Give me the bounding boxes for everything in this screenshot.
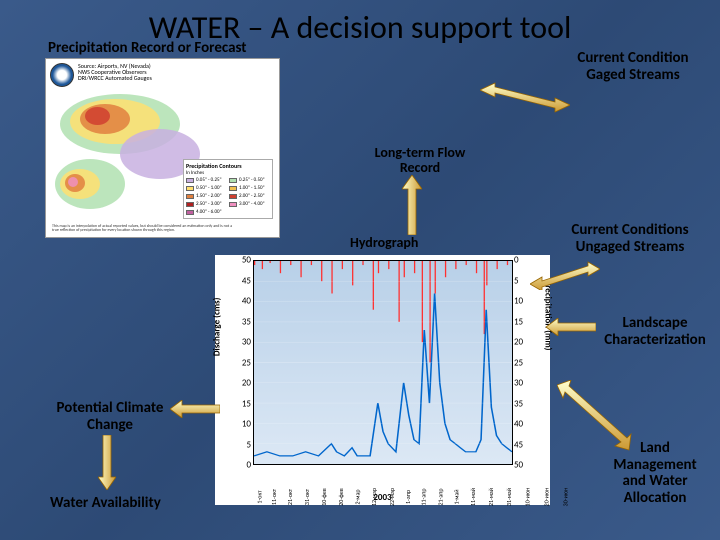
chart-year: 2003: [373, 492, 391, 503]
arrow-left-icon: [170, 400, 220, 418]
x-tick-label: 1-май: [453, 489, 461, 504]
x-tick-label: 2-мар: [353, 490, 361, 505]
arrow-up-icon: [402, 175, 422, 235]
arrow-down-icon: [98, 435, 116, 490]
tick-label: 15: [514, 316, 528, 327]
tick-label: 20: [514, 337, 528, 348]
map-legend: Precipitation Contours In Inches 0.05" -…: [183, 159, 273, 219]
tick-label: 25: [514, 357, 528, 368]
chart-svg: [254, 261, 512, 464]
tick-label: 35: [237, 316, 251, 327]
x-tick-label: 20-июн: [542, 488, 550, 507]
legend-entry: 2.00" - 2.50": [229, 193, 270, 199]
label-long-term-flow: Long-term Flow Record: [370, 145, 470, 176]
tick-label: 0: [237, 460, 251, 471]
x-tick-label: 11-апр: [419, 488, 427, 505]
label-water-availability: Water Availability: [50, 495, 161, 512]
tick-label: 0: [514, 255, 528, 266]
tick-label: 50: [514, 460, 528, 471]
x-tick-label: 31-окт: [303, 489, 311, 505]
map-caption: This map is an interpolation of actual r…: [52, 225, 232, 233]
tick-label: 45: [514, 439, 528, 450]
tick-label: 5: [237, 439, 251, 450]
tick-label: 50: [237, 255, 251, 266]
tick-label: 25: [237, 357, 251, 368]
x-tick-label: 10-фев: [320, 488, 328, 506]
tick-label: 35: [514, 398, 528, 409]
x-tick-label: 31-май: [505, 488, 513, 506]
x-tick-label: 1-окт: [256, 490, 264, 503]
label-current-ungaged: Current Conditions Ungaged Streams: [555, 222, 705, 255]
x-tick-label: 20-фев: [337, 488, 345, 506]
label-potential-climate: Potential Climate Change: [45, 400, 175, 433]
tick-label: 15: [237, 398, 251, 409]
arrow-icon: [557, 380, 632, 455]
x-tick-label: 21-апр: [436, 488, 444, 505]
legend-entry: 4.00" - 6.00": [186, 209, 227, 215]
map-source-text: Source: Airports, NV (Nevada)NWS Coopera…: [78, 63, 152, 81]
legend-title: Precipitation Contours: [186, 162, 270, 170]
legend-entry: 1.50" - 2.00": [186, 193, 227, 199]
label-hydrograph: Hydrograph: [350, 235, 418, 250]
tick-label: 30: [514, 378, 528, 389]
tick-label: 10: [514, 296, 528, 307]
chart-ylabel-left: Discharge (cms): [212, 298, 223, 357]
label-precipitation: Precipitation Record or Forecast: [48, 40, 247, 57]
arrow-icon: [480, 78, 570, 118]
legend-entry: 1.00" - 1.50": [229, 185, 270, 191]
tick-label: 20: [237, 378, 251, 389]
legend-entry: 0.25" - 0.50": [229, 177, 270, 183]
chart-ticks-right: 50454035302520151050: [514, 255, 528, 465]
tick-label: 30: [237, 337, 251, 348]
x-tick-label: 21-окт: [286, 489, 294, 505]
tick-label: 45: [237, 275, 251, 286]
x-tick-label: 11-окт: [270, 489, 278, 505]
tick-label: 40: [237, 296, 251, 307]
x-tick-label: 10-июн: [524, 488, 532, 507]
tick-label: 5: [514, 275, 528, 286]
label-landscape: Landscape Characterization: [590, 315, 720, 348]
noaa-logo-icon: [50, 63, 74, 87]
legend-entry: 0.50" - 1.00": [186, 185, 227, 191]
x-tick-label: 30-июн: [561, 488, 569, 507]
tick-label: 10: [237, 419, 251, 430]
legend-entry: 0.05" - 0.25": [186, 177, 227, 183]
chart-plot-area: [253, 260, 513, 465]
precipitation-map: Source: Airports, NV (Nevada)NWS Coopera…: [45, 58, 280, 238]
x-tick-label: 11-май: [469, 488, 477, 506]
x-tick-label: 1-апр: [404, 490, 412, 504]
x-tick-label: 21-май: [487, 488, 495, 506]
legend-entry: 2.50" - 3.00": [186, 201, 227, 207]
chart-ylabel-right: Precipitation (mm): [543, 280, 554, 350]
tick-label: 40: [514, 419, 528, 430]
arrow-icon: [530, 260, 600, 290]
legend-entry: 3.00" - 4.00": [229, 201, 270, 207]
arrow-left-icon: [546, 318, 596, 336]
hydrograph-chart: Discharge (cms) Precipitation (mm) 05101…: [215, 255, 550, 505]
label-current-gaged: Current Condition Gaged Streams: [558, 50, 708, 83]
chart-ticks-left: 05101520253035404550: [237, 255, 251, 465]
